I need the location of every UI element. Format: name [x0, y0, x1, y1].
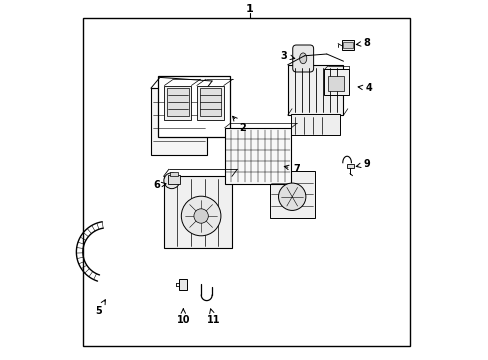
- Text: 8: 8: [356, 38, 369, 48]
- Text: 10: 10: [176, 309, 190, 325]
- Bar: [291, 114, 339, 135]
- Bar: [196, 86, 224, 120]
- Text: 7: 7: [284, 164, 300, 174]
- Bar: [324, 69, 348, 95]
- Bar: [347, 164, 353, 168]
- Bar: [170, 172, 178, 176]
- Bar: [343, 42, 352, 48]
- Text: 4: 4: [357, 83, 371, 93]
- Bar: [327, 76, 344, 91]
- Text: 9: 9: [356, 159, 369, 169]
- Circle shape: [181, 196, 221, 236]
- Text: 3: 3: [280, 51, 294, 61]
- Bar: [164, 86, 191, 120]
- Bar: [179, 279, 186, 290]
- Bar: [158, 76, 230, 137]
- FancyBboxPatch shape: [292, 45, 313, 72]
- Bar: [269, 171, 314, 218]
- Text: 5: 5: [95, 300, 105, 316]
- Text: 1: 1: [245, 4, 253, 14]
- Bar: [224, 128, 291, 184]
- Bar: [151, 88, 206, 155]
- Bar: [199, 89, 221, 116]
- Bar: [167, 89, 188, 116]
- Circle shape: [163, 173, 179, 189]
- Text: 6: 6: [153, 180, 166, 190]
- Text: 11: 11: [207, 309, 220, 325]
- Bar: [341, 40, 354, 50]
- Circle shape: [278, 183, 305, 210]
- Bar: [287, 65, 343, 115]
- Ellipse shape: [299, 53, 306, 64]
- Text: 2: 2: [232, 116, 245, 133]
- Bar: [168, 175, 179, 184]
- Circle shape: [194, 209, 208, 223]
- Bar: [163, 176, 231, 248]
